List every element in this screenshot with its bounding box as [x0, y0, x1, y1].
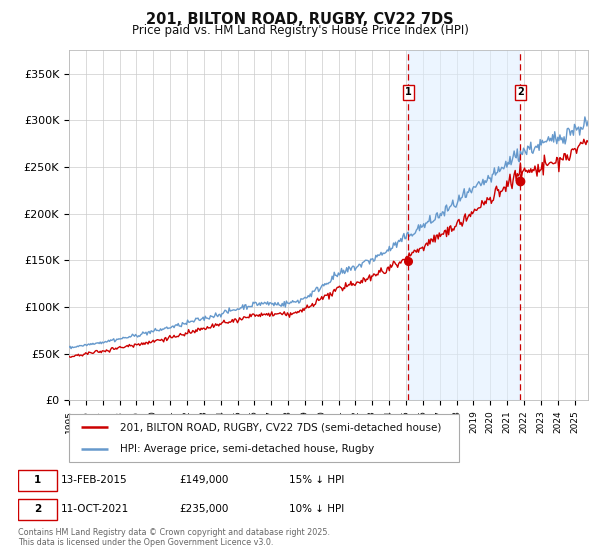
Text: 15% ↓ HPI: 15% ↓ HPI	[289, 475, 344, 485]
FancyBboxPatch shape	[18, 470, 57, 491]
Text: Contains HM Land Registry data © Crown copyright and database right 2025.
This d: Contains HM Land Registry data © Crown c…	[18, 528, 330, 547]
Text: 2: 2	[34, 505, 41, 514]
Text: 13-FEB-2015: 13-FEB-2015	[61, 475, 128, 485]
Text: HPI: Average price, semi-detached house, Rugby: HPI: Average price, semi-detached house,…	[120, 444, 374, 454]
Text: 2: 2	[517, 87, 524, 97]
Text: £235,000: £235,000	[179, 505, 229, 514]
Text: Price paid vs. HM Land Registry's House Price Index (HPI): Price paid vs. HM Land Registry's House …	[131, 24, 469, 36]
Text: 1: 1	[34, 475, 41, 485]
FancyBboxPatch shape	[18, 499, 57, 520]
Text: 201, BILTON ROAD, RUGBY, CV22 7DS (semi-detached house): 201, BILTON ROAD, RUGBY, CV22 7DS (semi-…	[120, 422, 441, 432]
Text: 10% ↓ HPI: 10% ↓ HPI	[289, 505, 344, 514]
Text: 11-OCT-2021: 11-OCT-2021	[61, 505, 130, 514]
Text: £149,000: £149,000	[179, 475, 229, 485]
FancyBboxPatch shape	[69, 414, 459, 462]
Text: 1: 1	[404, 87, 412, 97]
Text: 201, BILTON ROAD, RUGBY, CV22 7DS: 201, BILTON ROAD, RUGBY, CV22 7DS	[146, 12, 454, 27]
